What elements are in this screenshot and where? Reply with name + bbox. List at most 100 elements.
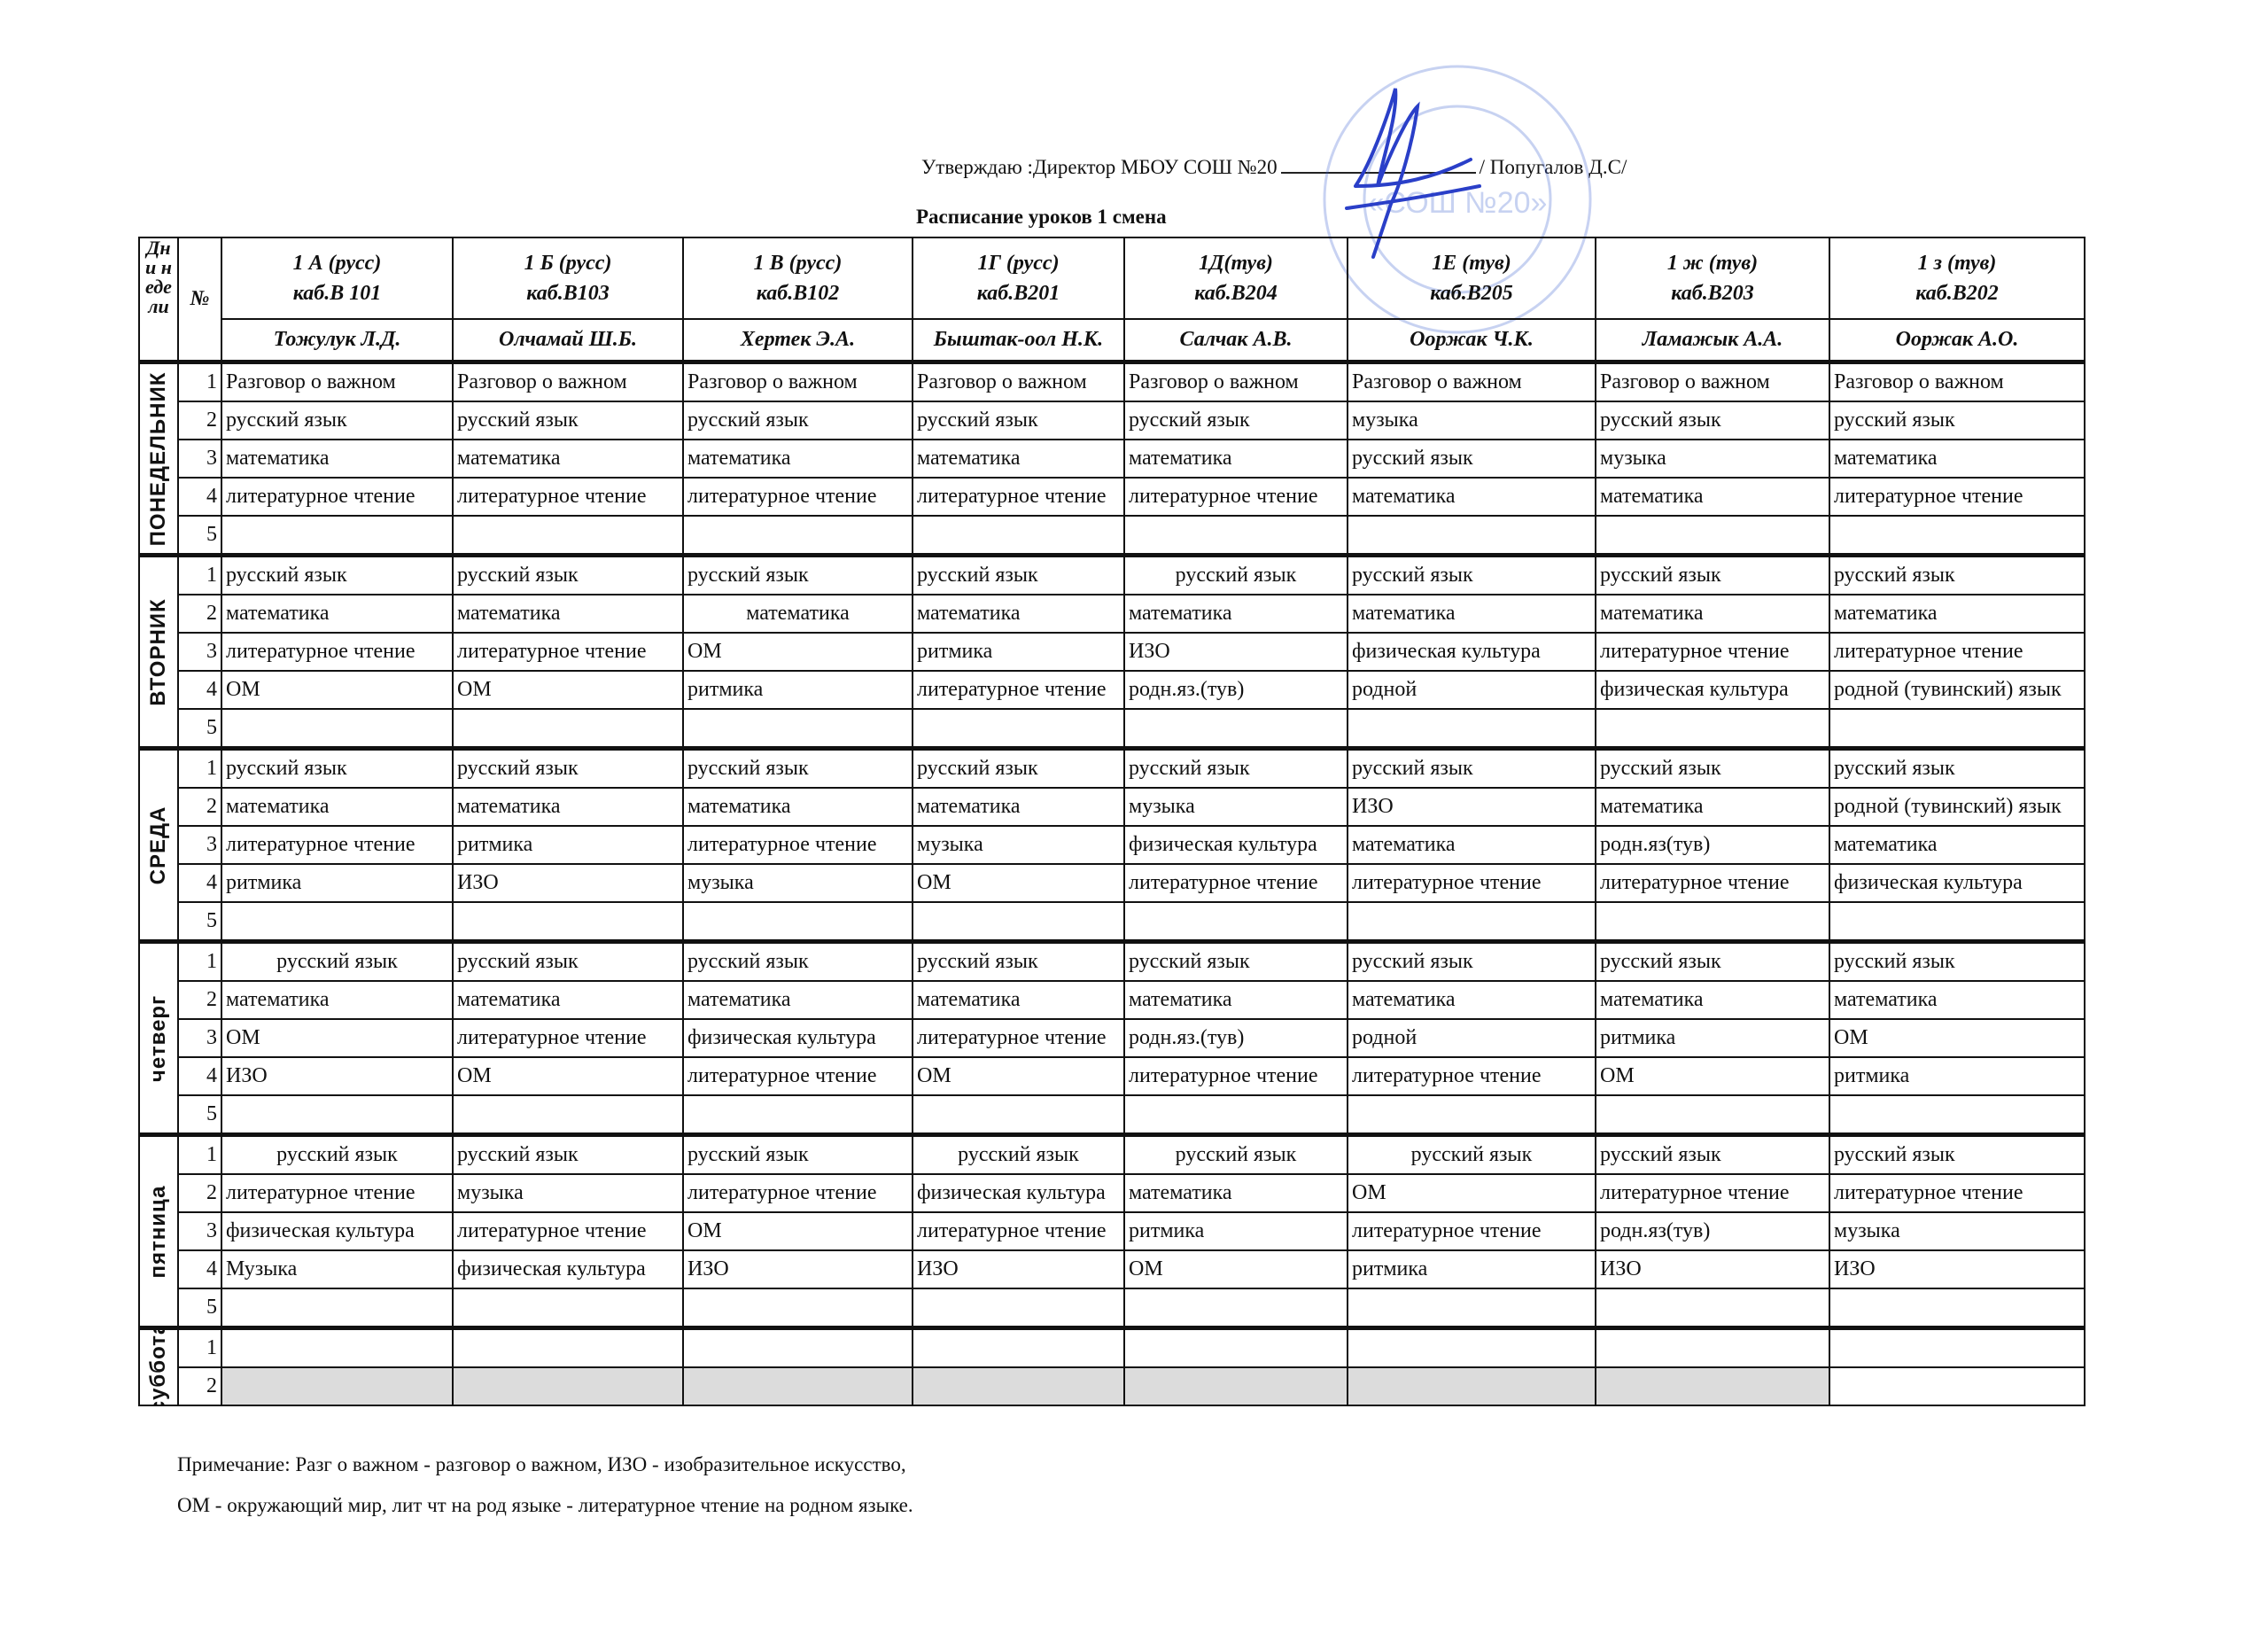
- lesson-cell: [452, 708, 684, 750]
- lesson-cell: математика: [452, 594, 684, 634]
- day-cell: четверг: [138, 939, 179, 1136]
- lesson-cell: русский язык: [912, 553, 1125, 595]
- lesson-cell: русский язык: [1595, 401, 1830, 440]
- class-name: 1Е (тув): [1432, 252, 1511, 275]
- lesson-cell: ОМ: [1347, 1173, 1596, 1213]
- lesson-cell: [1347, 515, 1596, 556]
- class-room: каб.В203: [1671, 282, 1754, 305]
- lesson-number: 4: [177, 1249, 222, 1289]
- lesson-number: 2: [177, 594, 222, 634]
- table-row: ВТОРНИК 1 русский язык русский язык русский …: [138, 553, 2085, 750]
- director-name: / Попугалов Д.С/: [1479, 156, 1627, 178]
- lesson-cell: [1123, 901, 1348, 943]
- table-row: 5: [139, 1094, 2085, 1136]
- table-row: 3 литературное чтение литературное чтение О…: [139, 632, 2085, 672]
- lesson-cell: [221, 1326, 454, 1368]
- day-cell: ПОНЕДЕЛЬНИК: [138, 360, 179, 556]
- lesson-cell: русский язык: [1829, 553, 2085, 595]
- lesson-cell: математика: [1347, 825, 1596, 865]
- lesson-cell: [452, 1326, 684, 1368]
- table-row: 4 ОМ ОМ ритмика литературное чтение родн.яз.(…: [139, 670, 2085, 710]
- class-header: 1 А (русс) каб.В 101: [221, 237, 454, 320]
- lesson-cell: литературное чтение: [1829, 632, 2085, 672]
- lesson-cell: литературное чтение: [1123, 477, 1348, 517]
- lesson-cell: русский язык: [1347, 939, 1596, 982]
- lesson-cell: Разговор о важном: [1595, 360, 1830, 402]
- lesson-cell: русский язык: [1595, 746, 1830, 789]
- lesson-cell: русский язык: [1595, 553, 1830, 595]
- lesson-cell: русский язык: [1347, 1132, 1596, 1175]
- class-room: каб.В103: [526, 282, 610, 305]
- teacher-name: Быштак-оол Н.К.: [912, 318, 1125, 363]
- lesson-cell: русский язык: [221, 1132, 454, 1175]
- lesson-number: 1: [177, 939, 222, 982]
- note-line-1: Примечание: Разг о важном - разговор о в…: [177, 1453, 906, 1475]
- lesson-cell: [1347, 1326, 1596, 1368]
- lesson-cell: русский язык: [912, 746, 1125, 789]
- lesson-cell: русский язык: [1123, 553, 1348, 595]
- lesson-cell: русский язык: [1347, 439, 1596, 479]
- lesson-cell: литературное чтение: [221, 1173, 454, 1213]
- lesson-cell: литературное чтение: [1347, 863, 1596, 903]
- lesson-cell: русский язык: [221, 401, 454, 440]
- lesson-cell: литературное чтение: [1829, 1173, 2085, 1213]
- lesson-cell: математика: [1123, 594, 1348, 634]
- lesson-cell: литературное чтение: [682, 1173, 913, 1213]
- lesson-number: 2: [177, 1366, 222, 1406]
- lesson-cell: математика: [1595, 594, 1830, 634]
- lesson-cell: ритмика: [452, 825, 684, 865]
- day-name: ВТОРНИК: [146, 597, 170, 706]
- teacher-name: Ооржак А.О.: [1829, 318, 2085, 363]
- lesson-cell: русский язык: [1829, 939, 2085, 982]
- lesson-cell: математика: [912, 594, 1125, 634]
- lesson-cell: [1829, 708, 2085, 750]
- teacher-name: Хертек Э.А.: [682, 318, 913, 363]
- lesson-cell: русский язык: [1829, 1132, 2085, 1175]
- lesson-cell: математика: [1347, 594, 1596, 634]
- lesson-cell: [682, 708, 913, 750]
- lesson-cell: ОМ: [1829, 1018, 2085, 1058]
- day-cell: ВТОРНИК: [138, 553, 179, 750]
- approval-text: Утверждаю :Директор МБОУ СОШ №20: [921, 156, 1278, 178]
- lesson-cell: математика: [682, 980, 913, 1020]
- lesson-cell: [1123, 1288, 1348, 1329]
- table-row: 2 русский язык русский язык русский язык рус…: [139, 401, 2085, 440]
- lesson-cell: Разговор о важном: [452, 360, 684, 402]
- approval-line: Утверждаю :Директор МБОУ СОШ №20 / Попуга…: [921, 156, 1627, 179]
- lesson-cell: литературное чтение: [912, 670, 1125, 710]
- lesson-cell: литературное чтение: [1123, 1056, 1348, 1096]
- class-room: каб.В204: [1194, 282, 1278, 305]
- teacher-name: Ламажык А.А.: [1595, 318, 1830, 363]
- lesson-cell: [1347, 708, 1596, 750]
- lesson-cell: математика: [682, 439, 913, 479]
- lesson-number: 1: [177, 1132, 222, 1175]
- class-room: каб.В202: [1915, 282, 1999, 305]
- lesson-cell: математика: [221, 980, 454, 1020]
- lesson-cell: математика: [1123, 1173, 1348, 1213]
- lesson-cell: математика: [221, 594, 454, 634]
- day-name: суббота: [146, 1327, 170, 1405]
- lesson-cell: родной: [1347, 670, 1596, 710]
- lesson-cell: математика: [682, 787, 913, 827]
- lesson-cell: Разговор о важном: [1829, 360, 2085, 402]
- lesson-cell: музыка: [682, 863, 913, 903]
- lesson-cell: ИЗО: [221, 1056, 454, 1096]
- lesson-cell: ОМ: [221, 1018, 454, 1058]
- lesson-cell: русский язык: [1347, 746, 1596, 789]
- lesson-cell: физическая культура: [1347, 632, 1596, 672]
- lesson-cell: русский язык: [1595, 939, 1830, 982]
- lesson-cell: [452, 515, 684, 556]
- page-title: Расписание уроков 1 смена: [916, 206, 1167, 228]
- lesson-cell: ИЗО: [1829, 1249, 2085, 1289]
- lesson-cell: родн.яз.(тув): [1123, 670, 1348, 710]
- lesson-cell: [1123, 1326, 1348, 1368]
- lesson-cell: русский язык: [912, 939, 1125, 982]
- teacher-name: Олчамай Ш.Б.: [452, 318, 684, 363]
- lesson-cell: ритмика: [682, 670, 913, 710]
- class-name: 1 з (тув): [1917, 252, 1997, 275]
- lesson-cell: [1123, 515, 1348, 556]
- class-header: 1Д(тув) каб.В204: [1123, 237, 1348, 320]
- lesson-cell: русский язык: [912, 1132, 1125, 1175]
- class-room: каб.В102: [756, 282, 840, 305]
- day-name: СРЕДА: [146, 806, 170, 884]
